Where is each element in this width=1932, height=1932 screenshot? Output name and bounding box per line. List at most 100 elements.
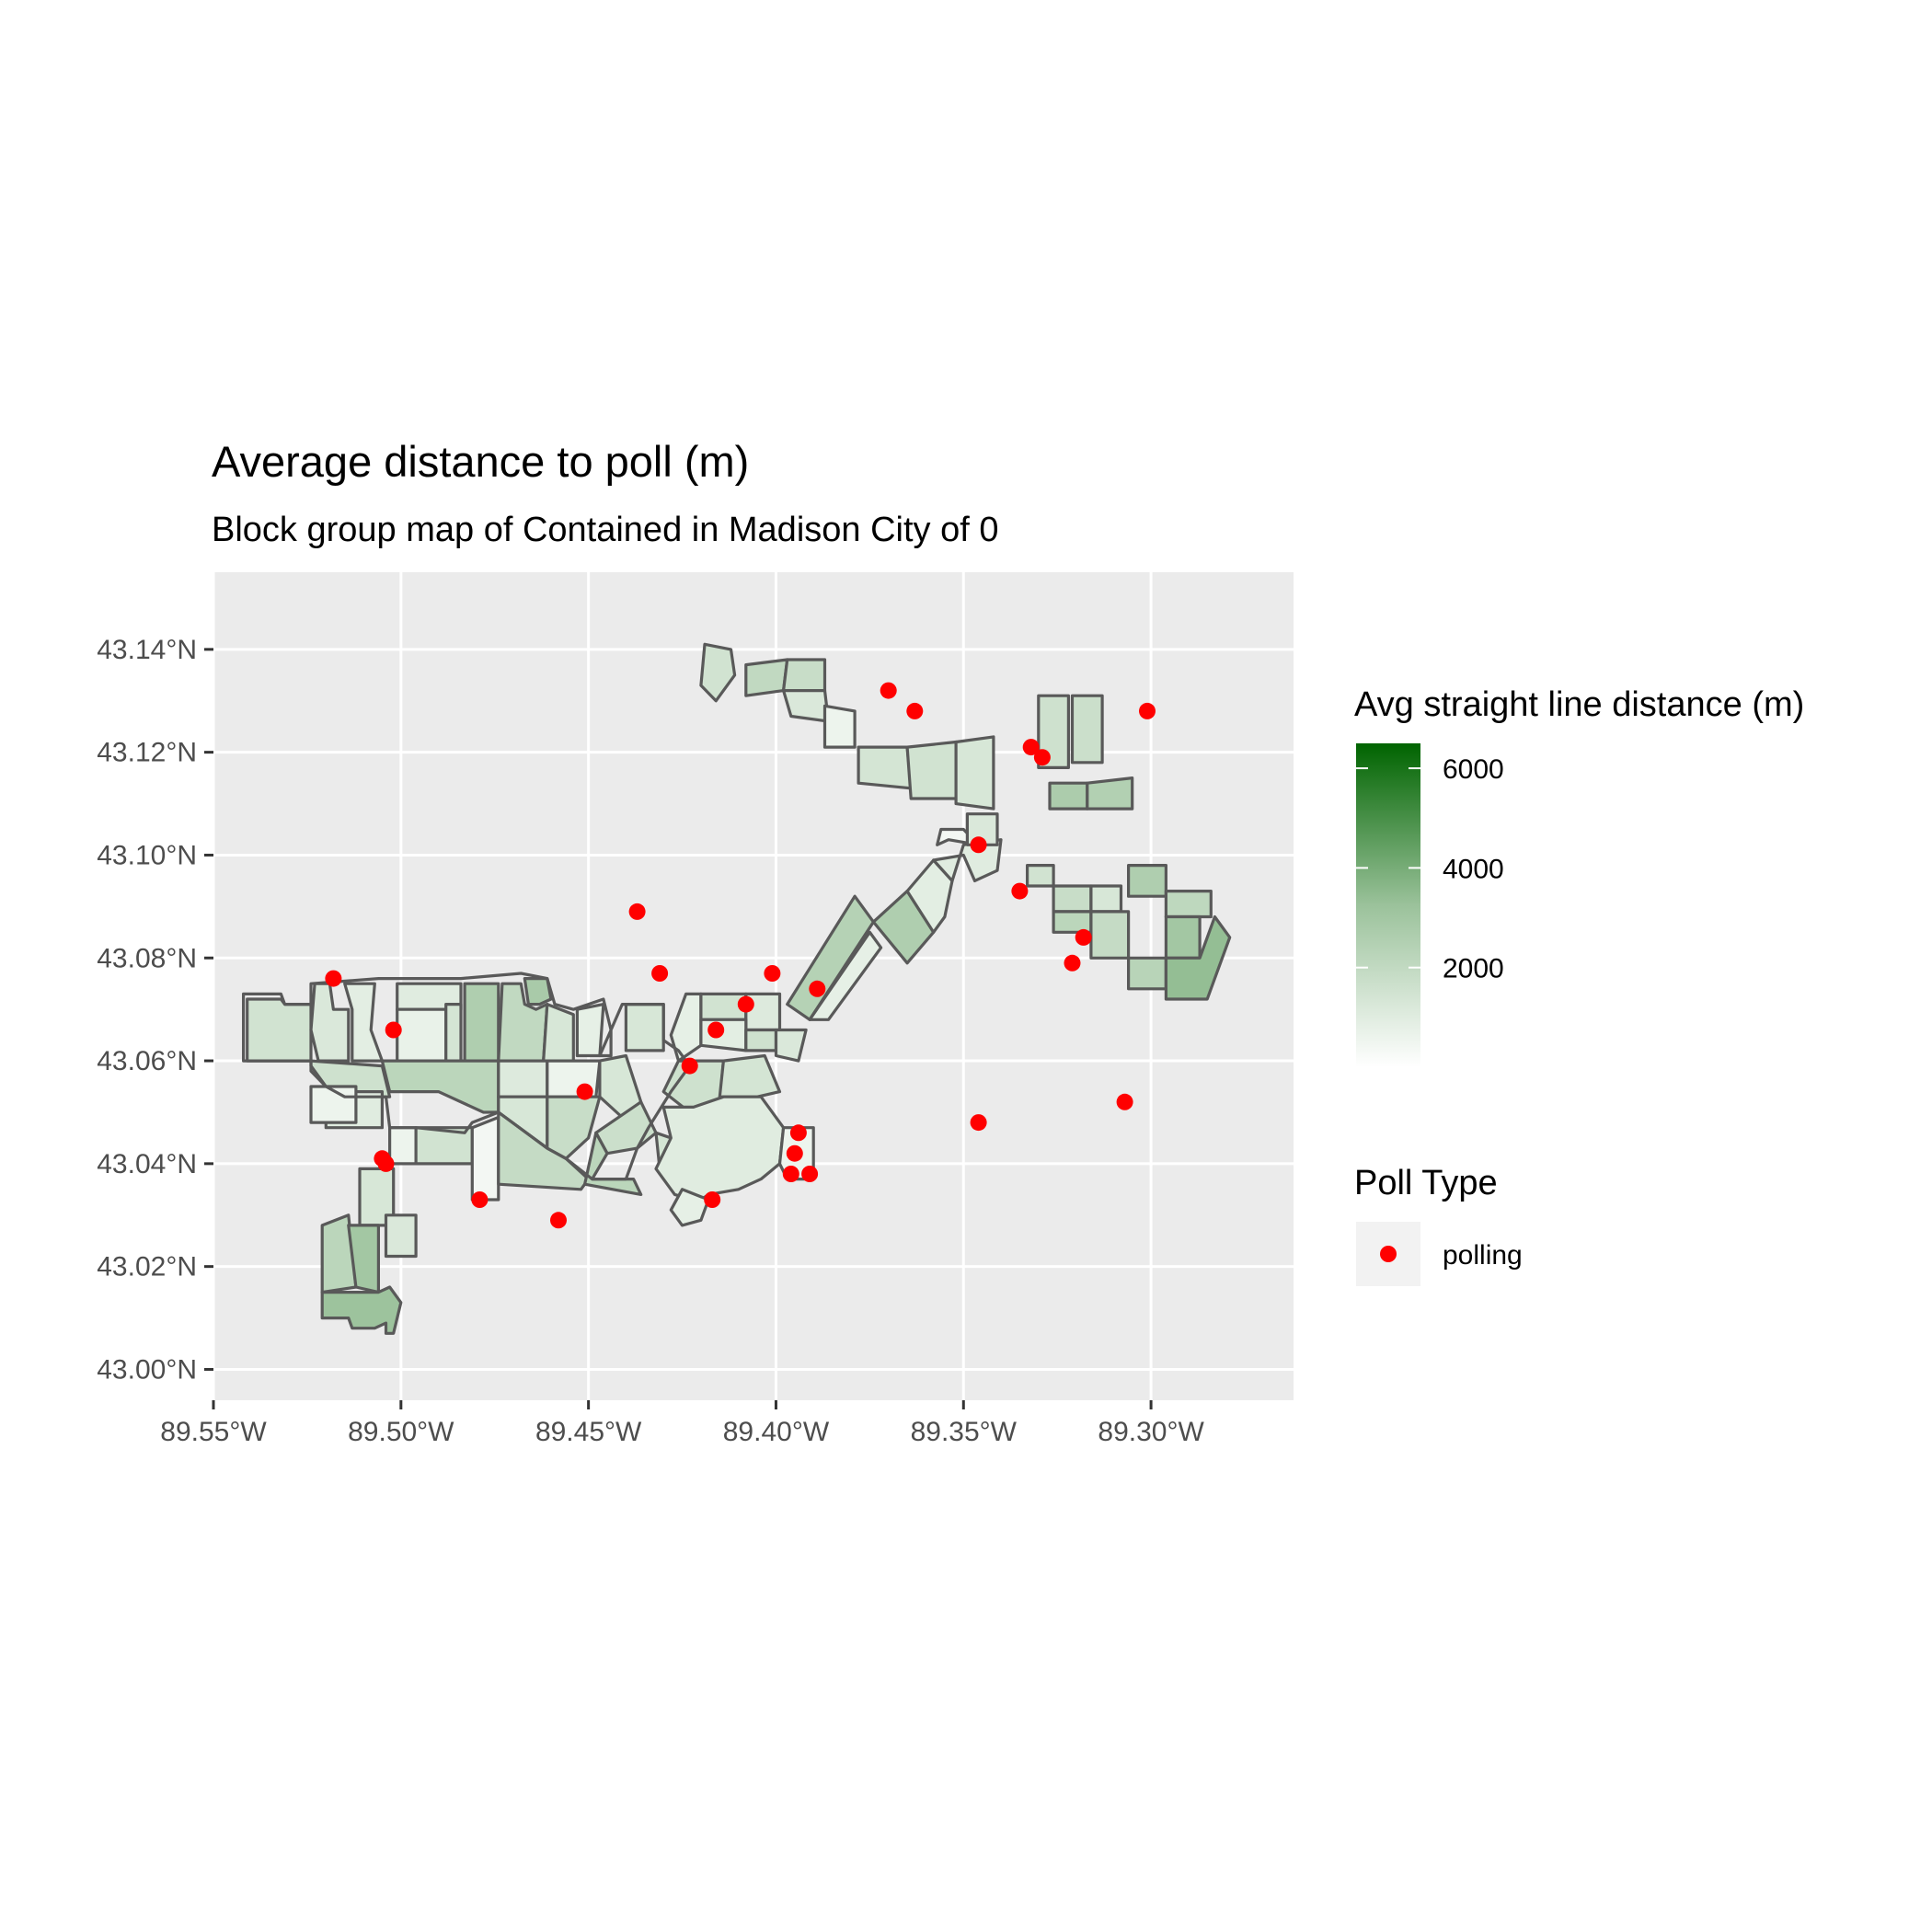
poll-point bbox=[628, 903, 646, 920]
poll-point bbox=[325, 970, 342, 987]
block-group-region bbox=[654, 1095, 786, 1202]
poll-point bbox=[651, 965, 669, 982]
poll-point bbox=[809, 980, 826, 997]
poll-point bbox=[782, 1166, 799, 1182]
poll-point bbox=[764, 965, 781, 982]
poll-point bbox=[1064, 954, 1081, 972]
x-tick-label: 89.30°W bbox=[1098, 1417, 1204, 1447]
block-group-region bbox=[1164, 889, 1213, 919]
poll-point bbox=[681, 1057, 698, 1075]
poll-point bbox=[550, 1212, 567, 1229]
y-tick-label: 43.08°N bbox=[97, 943, 197, 973]
block-group-region bbox=[463, 982, 500, 1063]
block-group-region bbox=[1126, 956, 1168, 991]
poll-point bbox=[906, 702, 924, 719]
point-legend-title: Poll Type bbox=[1354, 1164, 1498, 1202]
block-group-region bbox=[905, 858, 954, 934]
block-group-region bbox=[1052, 884, 1093, 914]
poll-point bbox=[707, 1021, 725, 1039]
block-group-region bbox=[965, 812, 999, 846]
point-legend: Poll Type polling bbox=[1354, 1164, 1523, 1286]
x-tick-label: 89.55°W bbox=[160, 1417, 267, 1447]
block-group-region bbox=[744, 1028, 778, 1052]
y-tick-label: 43.00°N bbox=[97, 1354, 197, 1385]
block-group-region bbox=[699, 642, 737, 703]
block-group-region bbox=[822, 704, 857, 749]
poll-point bbox=[880, 682, 897, 699]
fill-legend-tick-label: 6000 bbox=[1443, 754, 1504, 785]
block-group-region bbox=[384, 1213, 418, 1259]
fill-legend-colorbar bbox=[1356, 743, 1420, 1067]
poll-point bbox=[1075, 928, 1092, 946]
poll-point bbox=[737, 995, 754, 1013]
block-group-region bbox=[320, 1285, 403, 1335]
poll-point bbox=[385, 1021, 402, 1039]
y-tick-label: 43.02°N bbox=[97, 1252, 197, 1282]
fill-legend-tick-label: 2000 bbox=[1443, 954, 1504, 984]
poll-point bbox=[471, 1191, 489, 1208]
x-tick-label: 89.40°W bbox=[723, 1417, 830, 1447]
block-group-region bbox=[575, 1002, 605, 1058]
block-group-region bbox=[388, 1126, 418, 1166]
poll-point bbox=[1022, 739, 1040, 756]
block-group-region bbox=[1025, 863, 1055, 888]
block-group-region bbox=[542, 1002, 575, 1063]
block-group-region bbox=[669, 1188, 710, 1227]
block-group-region bbox=[808, 930, 883, 1021]
map-panel bbox=[213, 572, 1294, 1400]
poll-point bbox=[1011, 882, 1029, 900]
block-group-region bbox=[1164, 914, 1232, 1001]
poll-point bbox=[789, 1124, 807, 1142]
y-axis: 43.00°N 43.02°N 43.04°N 43.06°N 43.08°N 43.10… bbox=[97, 635, 213, 1385]
x-tick-label: 89.45°W bbox=[535, 1417, 642, 1447]
poll-point bbox=[1116, 1093, 1133, 1110]
y-tick-label: 43.06°N bbox=[97, 1046, 197, 1076]
block-group-region bbox=[954, 735, 995, 811]
block-group-region bbox=[444, 1002, 463, 1063]
block-group-region bbox=[1070, 694, 1104, 765]
point-legend-label: polling bbox=[1443, 1240, 1523, 1271]
block-group-region bbox=[309, 982, 351, 1063]
block-group-region bbox=[905, 740, 958, 800]
y-tick-label: 43.04°N bbox=[97, 1149, 197, 1179]
block-group-regions bbox=[246, 642, 1232, 1335]
block-group-region bbox=[1048, 781, 1089, 811]
poll-point bbox=[576, 1083, 593, 1100]
block-group-region bbox=[1089, 884, 1123, 914]
block-group-region bbox=[1164, 914, 1202, 960]
block-group-region bbox=[718, 1053, 782, 1098]
y-tick-label: 43.14°N bbox=[97, 635, 197, 665]
poll-point bbox=[970, 836, 987, 854]
block-group-region bbox=[1086, 776, 1134, 811]
block-group-region bbox=[744, 658, 789, 697]
poll-point bbox=[970, 1114, 987, 1132]
block-group-region bbox=[396, 1007, 448, 1063]
chart-title: Average distance to poll (m) bbox=[212, 437, 749, 486]
block-group-region bbox=[1126, 863, 1168, 898]
poll-point bbox=[801, 1166, 819, 1182]
x-tick-label: 89.50°W bbox=[348, 1417, 454, 1447]
y-tick-label: 43.10°N bbox=[97, 840, 197, 870]
block-group-region bbox=[1052, 910, 1093, 934]
x-axis: 89.55°W 89.50°W 89.45°W 89.40°W 89.35°W 89.30… bbox=[160, 1400, 1204, 1447]
poll-point bbox=[704, 1191, 721, 1208]
block-group-region bbox=[857, 745, 913, 790]
block-group-region bbox=[1089, 910, 1131, 960]
chart-subtitle: Block group map of Contained in Madison … bbox=[212, 511, 998, 549]
block-group-region bbox=[470, 1115, 500, 1202]
block-group-region bbox=[497, 1059, 549, 1098]
block-group-region bbox=[246, 997, 313, 1063]
block-group-region bbox=[699, 1018, 748, 1052]
block-group-region bbox=[781, 688, 831, 723]
fill-legend: Avg straight line distance (m) 2000 4000 6… bbox=[1354, 685, 1804, 1067]
poll-point bbox=[377, 1155, 395, 1172]
point-legend-marker bbox=[1380, 1246, 1397, 1262]
block-group-region bbox=[774, 1028, 808, 1063]
poll-point bbox=[1033, 749, 1051, 766]
y-tick-label: 43.12°N bbox=[97, 738, 197, 768]
poll-point bbox=[1139, 702, 1156, 719]
polling-locations bbox=[325, 682, 1156, 1229]
fill-legend-tick-label: 4000 bbox=[1443, 854, 1504, 884]
fill-legend-title: Avg straight line distance (m) bbox=[1354, 685, 1804, 724]
